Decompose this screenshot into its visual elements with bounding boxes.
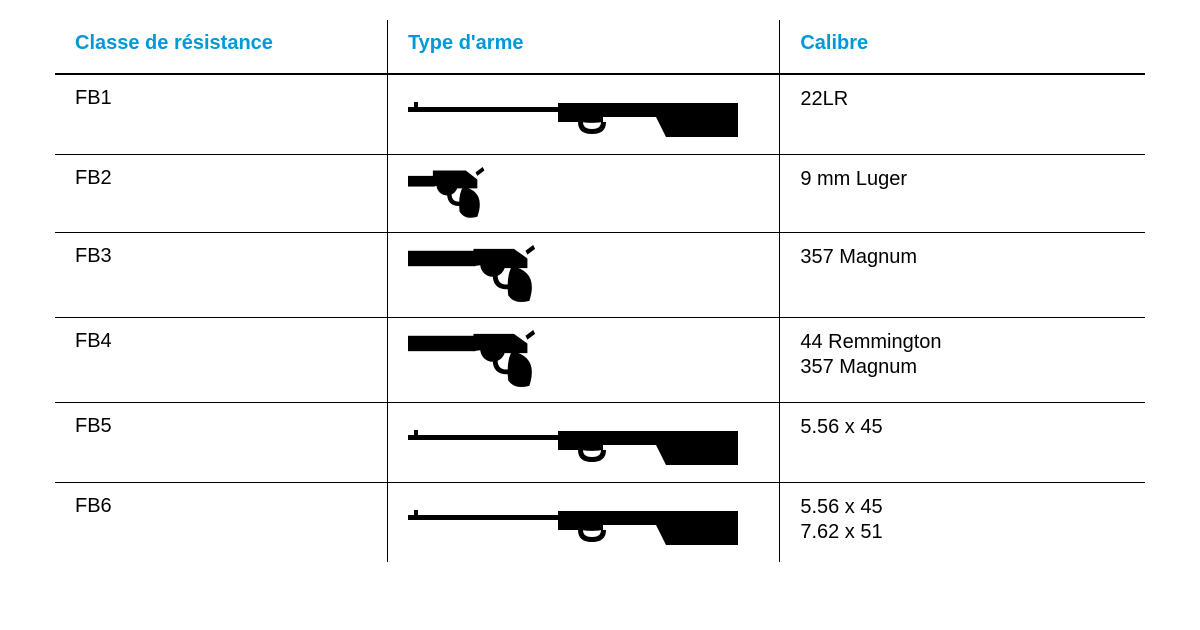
resistance-table: Classe de résistance Type d'arme Calibre…: [55, 20, 1145, 562]
weapon-cell: [387, 74, 779, 155]
table-row: FB3 357 Magnum: [55, 233, 1145, 318]
weapon-cell: [387, 318, 779, 403]
rifle-icon: [408, 87, 738, 142]
class-cell: FB6: [55, 482, 387, 562]
table-row: FB5 5.56 x 45: [55, 402, 1145, 482]
table-row: FB6 5.56 x 457.62 x 51: [55, 482, 1145, 562]
col-header-class: Classe de résistance: [55, 20, 387, 74]
caliber-cell: 5.56 x 45: [780, 402, 1145, 482]
caliber-cell: 9 mm Luger: [780, 155, 1145, 233]
caliber-cell: 5.56 x 457.62 x 51: [780, 482, 1145, 562]
rifle-icon: [408, 415, 738, 470]
class-cell: FB1: [55, 74, 387, 155]
weapon-cell: [387, 402, 779, 482]
table-row: FB4 44 Remmington357 Magnum: [55, 318, 1145, 403]
class-cell: FB4: [55, 318, 387, 403]
revolver-long-icon: [408, 330, 538, 390]
weapon-cell: [387, 482, 779, 562]
revolver-short-icon: [408, 167, 488, 220]
class-cell: FB2: [55, 155, 387, 233]
col-header-type: Type d'arme: [387, 20, 779, 74]
revolver-long-icon: [408, 245, 538, 305]
class-cell: FB5: [55, 402, 387, 482]
table-row: FB2 9 mm Luger: [55, 155, 1145, 233]
rifle-icon: [408, 495, 738, 550]
caliber-cell: 357 Magnum: [780, 233, 1145, 318]
col-header-caliber: Calibre: [780, 20, 1145, 74]
weapon-cell: [387, 233, 779, 318]
class-cell: FB3: [55, 233, 387, 318]
caliber-cell: 44 Remmington357 Magnum: [780, 318, 1145, 403]
caliber-cell: 22LR: [780, 74, 1145, 155]
table-row: FB1 22LR: [55, 74, 1145, 155]
weapon-cell: [387, 155, 779, 233]
